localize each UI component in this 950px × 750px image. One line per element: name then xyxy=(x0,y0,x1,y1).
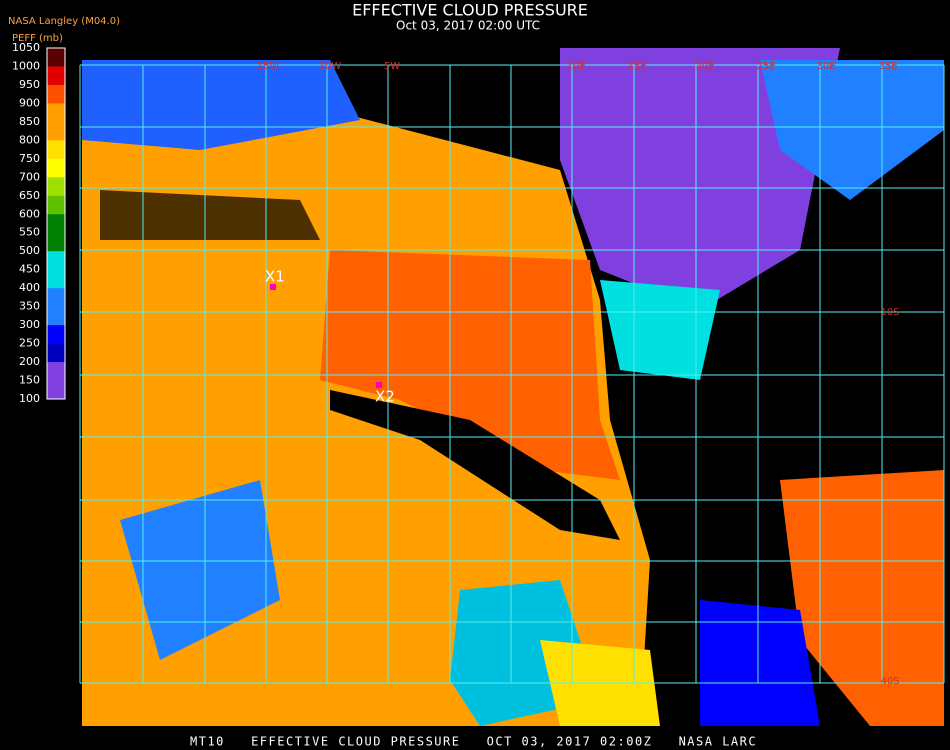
title: EFFECTIVE CLOUD PRESSURE xyxy=(352,1,588,20)
legend-tick: 150 xyxy=(19,374,40,387)
legend-tick: 550 xyxy=(19,226,40,239)
legend-tick: 600 xyxy=(19,207,40,220)
legend-tick: 250 xyxy=(19,337,40,350)
lon-label: 15E xyxy=(627,61,646,72)
lat-label: 40S xyxy=(880,676,899,687)
color-band xyxy=(47,214,65,234)
legend-tick: 1050 xyxy=(12,41,40,54)
color-band xyxy=(47,195,65,215)
satellite-image xyxy=(82,48,944,726)
legend-tick: 800 xyxy=(19,133,40,146)
color-band xyxy=(47,48,65,67)
lon-label: 15W xyxy=(257,61,280,72)
legend-tick: 700 xyxy=(19,170,40,183)
color-band xyxy=(47,66,65,86)
legend-tick: 100 xyxy=(19,392,40,405)
legend-tick: 350 xyxy=(19,300,40,313)
lat-label: 10S xyxy=(880,307,899,318)
legend-source: NASA Langley (M04.0) xyxy=(8,16,120,27)
legend-tick: 1000 xyxy=(12,59,40,72)
color-band xyxy=(47,288,65,308)
color-band xyxy=(47,121,65,141)
color-band xyxy=(47,140,65,160)
colorbar: 1050 1000 950 900 850 800 750 700 650 600 550 500 45… xyxy=(12,41,66,405)
marker-dot xyxy=(270,284,276,290)
legend-tick: 750 xyxy=(19,152,40,165)
graticule xyxy=(79,64,945,684)
lon-label: 5W xyxy=(384,61,400,72)
color-band xyxy=(47,84,65,104)
colorbar-frame xyxy=(46,47,66,400)
legend-unit: PEFF (mb) xyxy=(12,33,63,44)
color-band xyxy=(47,158,65,178)
color-band xyxy=(47,343,65,363)
map-labels: 15W 10W 5W 10E 15E 20E 25E 30E 35E 10S 40S xyxy=(257,61,900,687)
color-band xyxy=(47,380,65,400)
legend-tick: 400 xyxy=(19,281,40,294)
marker-label: X2 xyxy=(375,388,395,406)
legend-tick: 900 xyxy=(19,96,40,109)
marker-label: X1 xyxy=(265,268,285,286)
legend-tick: 650 xyxy=(19,189,40,202)
color-band xyxy=(47,325,65,345)
color-band xyxy=(47,269,65,289)
legend-tick: 500 xyxy=(19,244,40,257)
legend-tick: 450 xyxy=(19,263,40,276)
legend-tick: 950 xyxy=(19,78,40,91)
color-band xyxy=(47,362,65,382)
marker-dot xyxy=(376,382,382,388)
color-band xyxy=(47,103,65,123)
lon-label: 30E xyxy=(816,61,835,72)
lon-label: 10W xyxy=(319,61,342,72)
lon-label: 25E xyxy=(756,61,775,72)
legend-tick: 300 xyxy=(19,318,40,331)
legend-tick: 850 xyxy=(19,115,40,128)
lon-label: 10E xyxy=(566,61,585,72)
lon-label: 35E xyxy=(878,61,897,72)
color-band xyxy=(47,251,65,271)
color-band xyxy=(47,177,65,197)
subtitle: Oct 03, 2017 02:00 UTC xyxy=(396,19,540,33)
legend-tick: 200 xyxy=(19,355,40,368)
color-band xyxy=(47,232,65,252)
color-band xyxy=(47,306,65,326)
footer: MT10 EFFECTIVE CLOUD PRESSURE OCT 03, 20… xyxy=(190,735,757,749)
lon-label: 20E xyxy=(695,61,714,72)
